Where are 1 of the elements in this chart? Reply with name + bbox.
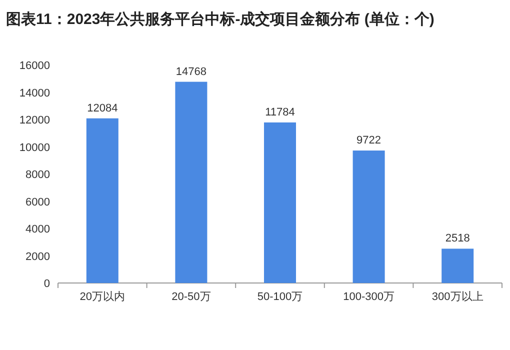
title: 图表11：2023年公共服务平台中标-成交项目金额分布 (单位：个) <box>6 11 434 28</box>
